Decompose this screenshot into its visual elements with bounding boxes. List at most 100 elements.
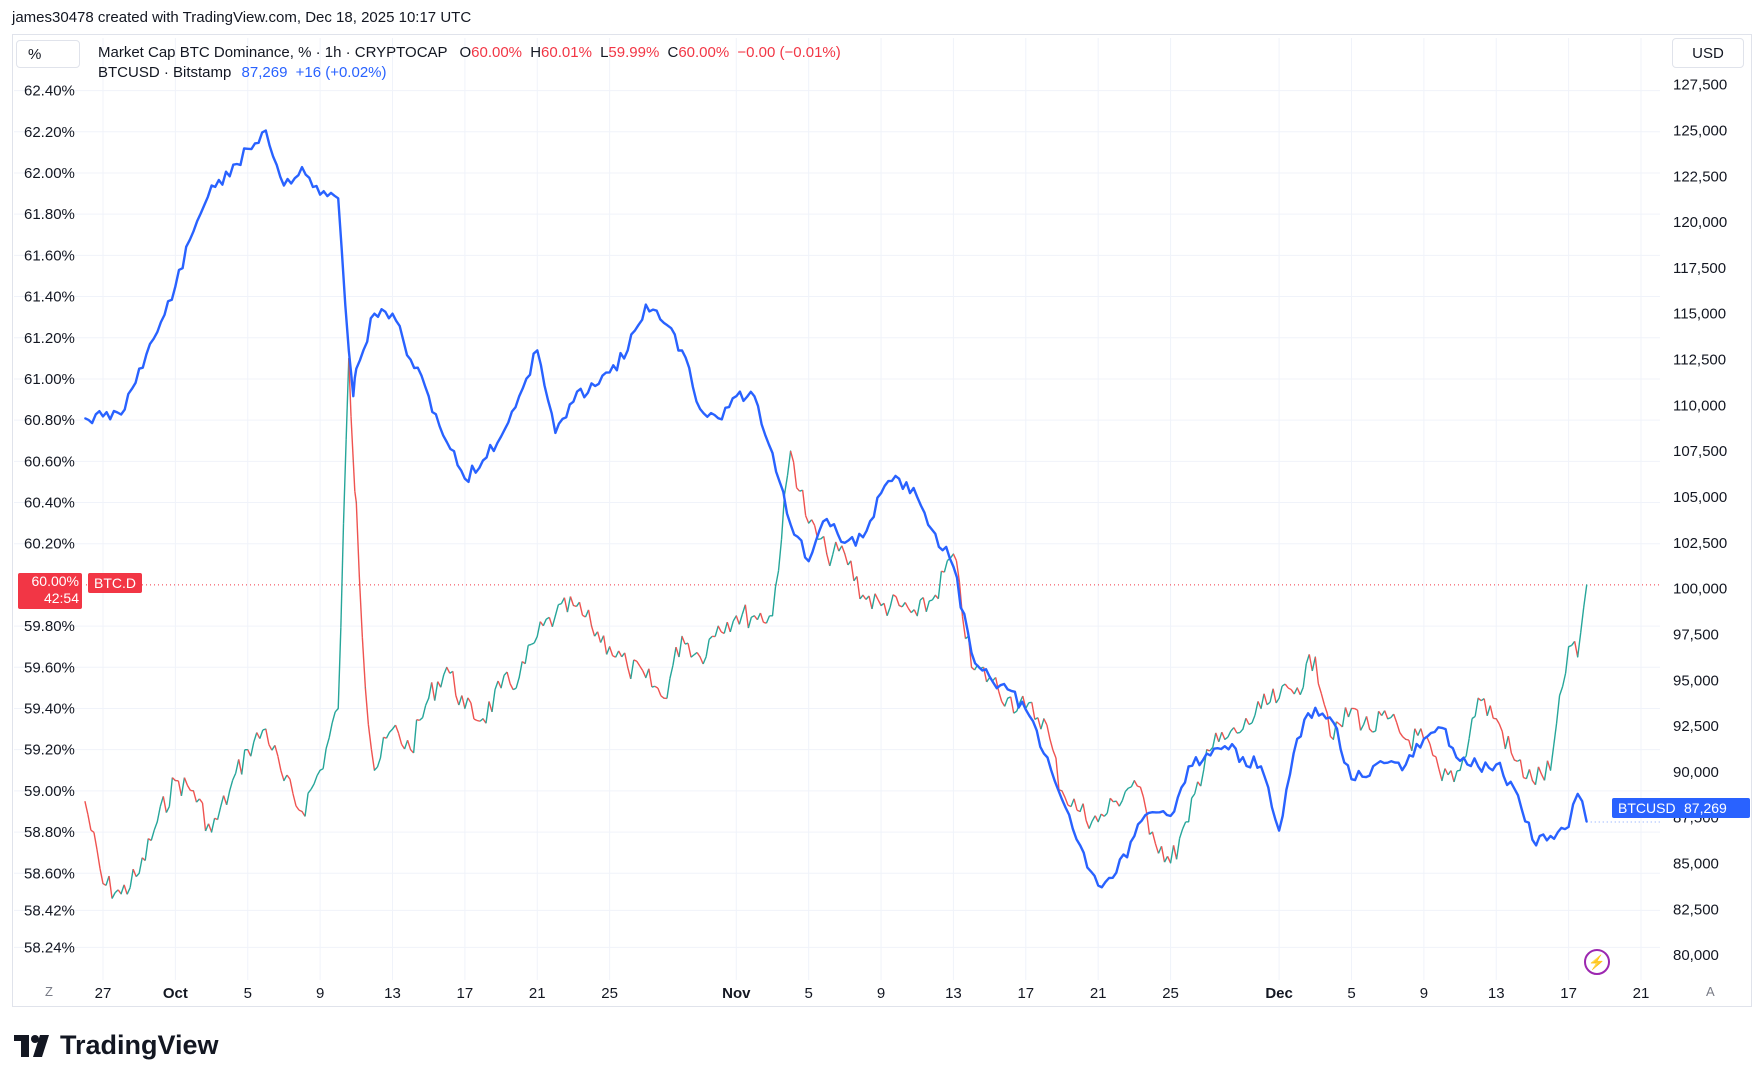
dominance-segment [1175,838,1181,860]
lightning-alert-icon[interactable]: ⚡ [1584,949,1610,975]
dominance-segment [238,759,243,775]
dominance-segment [289,778,294,794]
dominance-segment [759,612,765,623]
dominance-segment [871,593,876,610]
btcusd-point [445,441,448,443]
dominance-segment [596,631,602,643]
btcusd-point [427,395,430,398]
dominance-segment [1308,654,1313,672]
dominance-segment [1450,770,1455,783]
legend-row-dominance[interactable]: Market Cap BTC Dominance, % · 1h · CRYPT… [98,43,841,63]
dominance-segment [325,737,330,749]
percent-scale-button[interactable]: % [16,40,80,68]
dominance-segment [87,814,92,831]
created-by-caption: james30478 created with TradingView.com,… [12,9,472,26]
dominance-segment [364,687,370,725]
btcd-price-tag[interactable]: 60.00% 42:54 [18,573,82,609]
dominance-segment [1411,728,1416,751]
left-axis-tick-label: 61.40% [24,289,75,306]
btcusd-point [1133,835,1136,837]
left-axis-tick-label: 60.20% [24,536,75,553]
right-axis-tick-label: 105,000 [1673,489,1727,506]
chart-frame[interactable] [12,34,1752,1007]
dominance-segment [952,553,958,562]
dominance-segment [566,596,572,613]
btcusd-point [319,193,321,196]
btcusd-point [1006,688,1009,691]
btcusd-price-tag[interactable]: 87,269 [1678,798,1750,818]
dominance-segment [1317,683,1323,694]
right-axis-tick-label: 117,500 [1673,260,1726,277]
dominance-segment [473,718,478,722]
dominance-segment [485,701,490,724]
btcusd-point [1350,778,1353,781]
dominance-segment [672,647,677,666]
btcusd-point [825,518,828,520]
dominance-segment [280,770,285,781]
btcusd-point [789,523,792,526]
dominance-segment [1049,738,1054,751]
tradingview-logo[interactable]: TradingView [14,1030,219,1061]
btcd-symbol-tag[interactable]: BTC.D [88,573,142,593]
btcusd-point [934,532,937,535]
dominance-segment [1335,721,1340,725]
dominance-segment [681,636,686,645]
dominance-segment [105,875,110,886]
btcusd-point [352,395,355,398]
dominance-segment [916,599,921,616]
dominance-segment [1137,785,1141,788]
currency-unit-button[interactable]: USD [1672,38,1744,68]
btcusd-point [301,166,303,168]
dominance-segment [639,665,644,672]
dominance-segment [826,553,831,567]
dominance-segment [1209,746,1214,752]
btcusd-point [1386,761,1389,764]
auto-scale-toggle[interactable]: A [1706,984,1715,999]
btcusd-point [771,452,774,454]
right-axis-tick-label: 115,000 [1673,306,1726,323]
left-axis-tick-label: 59.00% [24,783,75,800]
dominance-segment [470,702,475,720]
dominance-segment [350,416,355,462]
dominance-segment [259,729,264,739]
dominance-segment [1100,813,1105,817]
dominance-segment [937,571,943,599]
dominance-segment [883,603,888,616]
dominance-segment [509,683,514,690]
dominance-segment [1055,757,1060,790]
legend-change-value: −0.00 (−0.01%) [737,44,841,61]
dominance-segment [1429,743,1434,756]
dominance-segment [1187,797,1193,822]
dominance-segment [385,731,391,739]
dominance-segment [225,790,231,805]
dominance-segment [1489,705,1494,719]
btcusd-point [518,395,520,398]
dominance-segment [539,621,544,627]
dominance-segment [292,793,297,807]
dominance-segment [1109,797,1114,803]
btcd-price-tag-value: 60.00% [31,573,79,589]
dominance-segment [1320,693,1326,705]
dominance-segment [1314,656,1320,684]
dominance-segment [702,656,707,665]
left-axis-tick-label: 59.20% [24,742,75,759]
dominance-segment [1118,800,1123,807]
dominance-segment [771,586,777,616]
right-axis-tick-label: 125,000 [1673,122,1727,139]
btcusd-symbol-tag[interactable]: BTCUSD [1612,798,1682,818]
btcusd-point [138,367,140,370]
right-axis-tick-label: 102,500 [1673,535,1727,552]
dominance-segment [1218,731,1223,743]
btcusd-point [1404,763,1407,766]
btcusd-point [409,358,412,361]
dominance-segment [304,793,309,817]
zoom-toggle[interactable]: Z [45,984,53,999]
dominance-segment [859,594,864,600]
dominance-segment [1465,738,1470,757]
dominance-segment [1263,693,1268,705]
dominance-segment [183,777,189,786]
btcusd-point [1567,826,1570,828]
legend-row-btcusd[interactable]: BTCUSD · Bitstamp 87,269 +16 (+0.02%) [98,63,841,83]
dominance-segment [1004,697,1009,707]
